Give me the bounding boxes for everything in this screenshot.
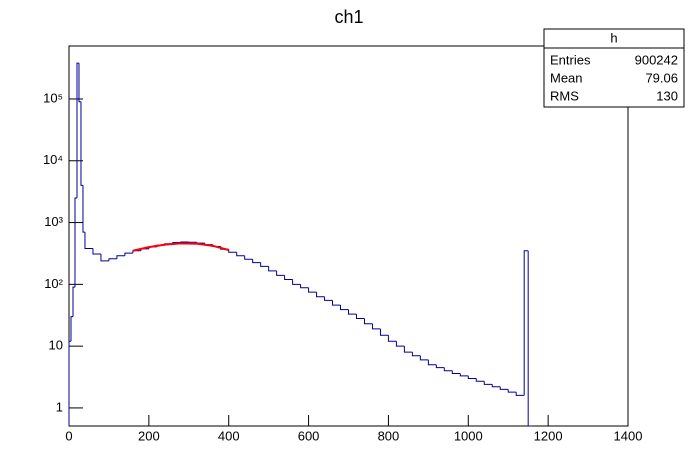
histogram-bin	[80, 101, 83, 186]
histogram-bin	[78, 63, 81, 103]
histogram-bin	[363, 318, 373, 325]
histogram-bin	[427, 359, 437, 366]
stats-label: Mean	[550, 70, 583, 85]
histogram-bin	[435, 364, 445, 369]
histogram-bin	[124, 252, 133, 256]
y-tick-label: 10³	[44, 214, 63, 229]
x-tick-label: 600	[298, 428, 320, 443]
x-tick-label: 1400	[614, 428, 643, 443]
x-tick-label: 200	[138, 428, 160, 443]
histogram-bin	[507, 389, 517, 393]
histogram-bin	[332, 300, 341, 306]
histogram-bin	[236, 252, 245, 257]
y-tick-label: 10²	[44, 276, 63, 291]
stats-label: Entries	[550, 52, 591, 67]
y-tick-label: 10⁴	[43, 152, 63, 167]
stats-label: RMS	[550, 88, 579, 103]
histogram-bin	[308, 287, 317, 293]
histogram-bin	[72, 286, 75, 317]
histogram-bin	[268, 266, 277, 272]
histogram-bin	[116, 255, 125, 259]
histogram-bin	[483, 381, 493, 385]
histogram-bin	[451, 370, 461, 375]
stats-value: 130	[656, 88, 678, 103]
histogram-bin	[76, 62, 79, 198]
histogram-bin	[387, 335, 397, 342]
histogram-bin	[82, 185, 85, 233]
stats-value: 79.06	[645, 70, 678, 85]
histogram-bin	[515, 392, 525, 396]
stats-value: 900242	[635, 52, 678, 67]
plot-frame	[68, 45, 629, 427]
x-tick-label: 400	[218, 428, 240, 443]
histogram-bin	[475, 378, 485, 382]
stats-box: h Entries 900242 Mean 79.06 RMS 130	[543, 28, 685, 108]
histogram-bin	[292, 279, 301, 285]
histogram-bin	[100, 253, 109, 262]
histogram-bin	[491, 384, 501, 388]
fit-curve	[132, 242, 229, 252]
histogram-bin	[260, 262, 269, 267]
y-tick-label: 10	[49, 338, 63, 353]
histogram-bin	[499, 386, 509, 390]
stats-frame	[543, 28, 685, 108]
histogram-bin	[284, 275, 293, 280]
y-tick-label: 10⁵	[43, 90, 63, 105]
stats-title: h	[610, 30, 617, 45]
x-tick-label: 800	[378, 428, 400, 443]
histogram-bin	[70, 316, 73, 342]
histogram-bin	[527, 250, 533, 427]
x-tick-label: 1200	[534, 428, 563, 443]
histogram-bin	[300, 284, 309, 289]
histogram-bin	[324, 296, 333, 301]
histogram-bin	[419, 355, 429, 361]
histogram-bin	[180, 241, 189, 243]
histogram-bin	[395, 341, 405, 347]
histogram-bin	[84, 232, 93, 250]
histogram-bin	[276, 270, 285, 276]
histogram-bin	[411, 352, 421, 357]
histogram-bin	[355, 314, 365, 320]
histogram-bin	[403, 346, 413, 353]
histogram-bin	[371, 323, 381, 330]
histogram-bin	[244, 255, 253, 260]
histogram-bin	[92, 248, 101, 255]
histogram-bin	[108, 258, 117, 261]
histogram-bin	[348, 309, 357, 315]
histogram-bin	[459, 373, 469, 377]
histogram-bin	[467, 375, 477, 379]
histogram-bin	[74, 197, 77, 288]
y-tick-label: 1	[56, 399, 63, 414]
histogram-bin	[68, 340, 71, 426]
histogram-bin	[523, 250, 529, 396]
histogram-bin	[443, 367, 453, 372]
histogram-bin	[340, 305, 349, 311]
histogram-bin	[316, 292, 325, 298]
x-tick-label: 1000	[454, 428, 483, 443]
chart-title: ch1	[334, 7, 363, 27]
histogram-bin	[252, 259, 261, 264]
histogram-bin	[379, 328, 389, 336]
x-tick-label: 0	[65, 428, 72, 443]
histogram-bin	[228, 249, 237, 253]
